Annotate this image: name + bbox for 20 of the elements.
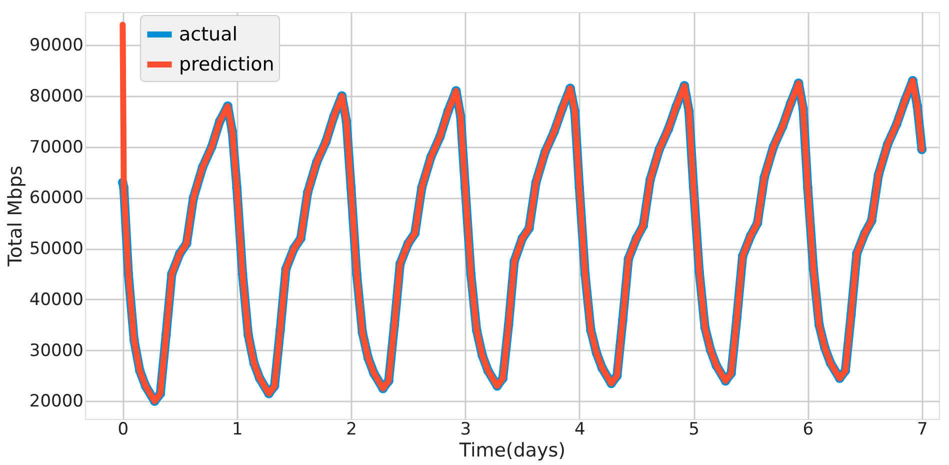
y-tick-label: 60000 [29, 188, 84, 208]
y-tick-label: 30000 [29, 340, 84, 361]
y-tick-label: 80000 [29, 86, 84, 106]
x-tick-label: 2 [346, 420, 357, 440]
x-tick-label: 5 [688, 420, 700, 440]
y-tick-label: 50000 [29, 239, 84, 260]
y-tick-label: 90000 [29, 36, 84, 56]
x-tick-label: 6 [802, 420, 814, 440]
x-tick-label: 0 [118, 420, 129, 440]
y-tick-label: 20000 [29, 392, 84, 412]
x-tick-label: 4 [574, 420, 586, 440]
legend-label: actual [179, 24, 238, 46]
y-tick-label: 40000 [29, 290, 84, 310]
x-tick-label: 3 [460, 420, 472, 440]
x-axis-title: Time(days) [458, 440, 566, 462]
y-tick-label: 70000 [29, 137, 84, 158]
y-axis-title: Total Mbps [4, 166, 26, 268]
legend-label: prediction [179, 54, 274, 76]
x-tick-label: 7 [916, 420, 928, 440]
x-tick-label: 1 [232, 420, 243, 440]
